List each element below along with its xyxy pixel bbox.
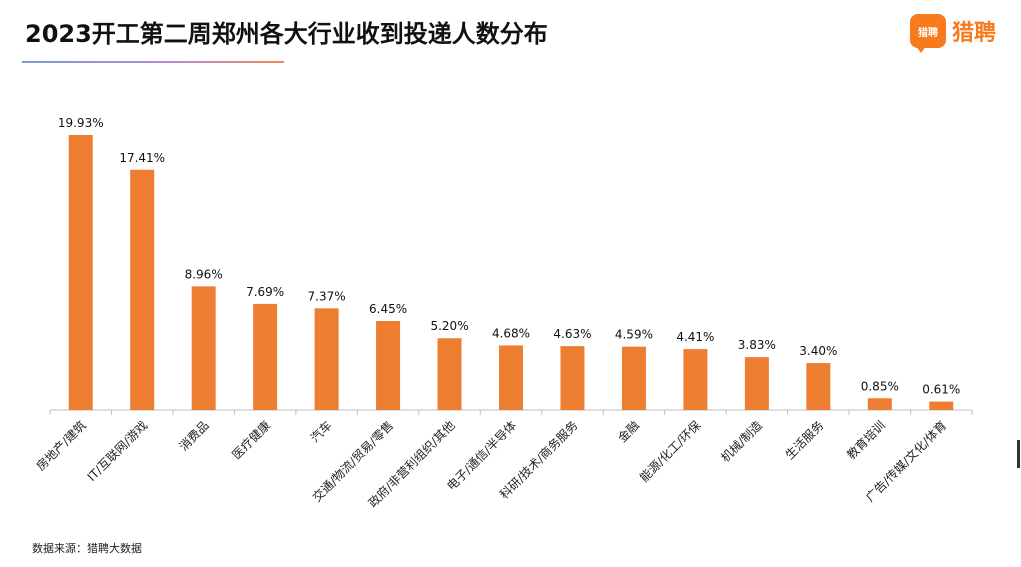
logo-badge: 猎聘 (910, 14, 946, 53)
bar (499, 345, 523, 410)
category-label: 汽车 (307, 418, 335, 446)
bar (314, 308, 339, 410)
data-label: 7.37% (308, 289, 346, 303)
category-label: IT/互联网/游戏 (85, 418, 151, 484)
bar (929, 401, 954, 410)
category-label: 机械/制造 (718, 418, 765, 465)
bar (621, 346, 646, 410)
bar (806, 363, 831, 410)
data-label: 17.41% (119, 151, 165, 165)
bar (744, 357, 769, 410)
edge-scroll-marker (1017, 440, 1020, 468)
category-label: 金融 (614, 418, 642, 446)
bar (683, 349, 708, 410)
category-label: 教育培训 (843, 418, 888, 463)
bar (253, 303, 278, 410)
logo-badge-text: 猎聘 (918, 27, 938, 39)
logo-text: 猎聘 (952, 21, 997, 46)
liepin-logo: 猎聘 猎聘 (910, 12, 997, 53)
data-label: 5.20% (430, 319, 468, 333)
bar (191, 286, 216, 410)
bar (867, 398, 892, 410)
category-label: 房地产/建筑 (33, 418, 89, 474)
logo-badge-tail (916, 46, 926, 53)
category-label: 消费品 (176, 418, 211, 453)
title-underline (22, 61, 284, 63)
category-label: 能源/化工/环保 (637, 418, 704, 485)
bar (68, 135, 93, 410)
chart-title: 2023开工第二周郑州各大行业收到投递人数分布 (25, 20, 548, 48)
data-label: 19.93% (58, 116, 104, 130)
bar (437, 338, 462, 410)
category-label: 生活服务 (782, 418, 827, 463)
data-label: 3.83% (738, 338, 776, 352)
bar (560, 346, 585, 410)
data-label: 6.45% (369, 302, 407, 316)
data-label: 4.41% (676, 330, 714, 344)
data-label: 7.69% (246, 285, 284, 299)
bar (376, 321, 401, 410)
data-label: 4.63% (553, 327, 591, 341)
bar (130, 169, 155, 410)
data-label: 3.40% (799, 344, 837, 358)
data-label: 0.61% (922, 383, 960, 397)
data-source-note: 数据来源：猎聘大数据 (32, 542, 142, 555)
data-label: 0.85% (861, 379, 899, 393)
data-label: 4.59% (615, 328, 653, 342)
data-label: 4.68% (492, 326, 530, 340)
category-label: 医疗健康 (229, 418, 274, 463)
data-label: 8.96% (185, 267, 223, 281)
